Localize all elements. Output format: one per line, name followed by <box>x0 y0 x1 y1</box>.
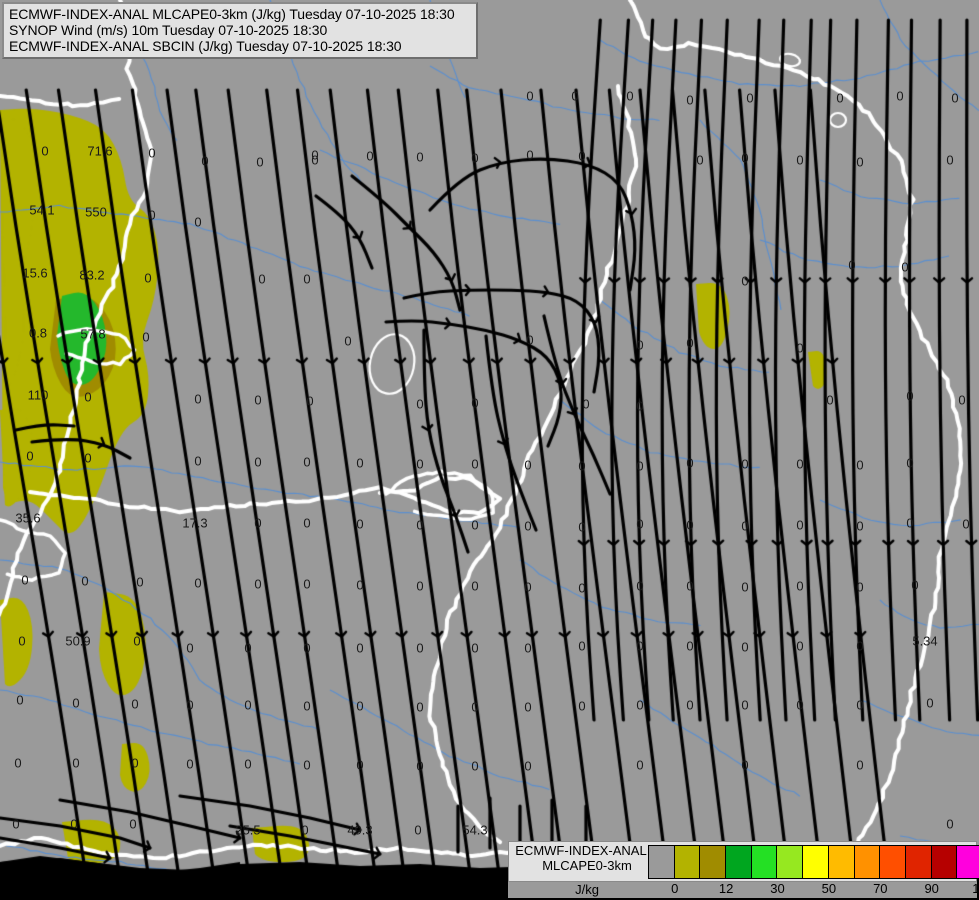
legend-swatch-1[interactable] <box>674 846 701 878</box>
map-title-box: ECMWF-INDEX-ANAL MLCAPE0-3km (J/kg) Tues… <box>2 2 478 59</box>
legend-swatch-8[interactable] <box>854 846 881 878</box>
colorbar-legend[interactable]: ECMWF-INDEX-ANAL MLCAPE0-3km J/kg 0 12 30 5… <box>508 841 979 898</box>
legend-swatch-2[interactable] <box>700 846 727 878</box>
title-line-wind: SYNOP Wind (m/s) 10m Tuesday 07-10-2025 … <box>9 22 328 38</box>
legend-swatch-6[interactable] <box>803 846 829 878</box>
legend-swatch-7[interactable] <box>828 846 855 878</box>
legend-tick-70: 70 <box>873 881 888 896</box>
legend-swatch-3[interactable] <box>726 846 752 878</box>
legend-title-line2: MLCAPE0-3km <box>542 858 632 873</box>
legend-swatch-11[interactable] <box>931 846 958 878</box>
legend-swatch-5[interactable] <box>777 846 804 878</box>
title-line-sbcin: ECMWF-INDEX-ANAL SBCIN (J/kg) Tuesday 07… <box>9 38 402 54</box>
title-line-mlcape: ECMWF-INDEX-ANAL MLCAPE0-3km (J/kg) Tues… <box>9 6 455 22</box>
legend-swatch-10[interactable] <box>905 846 932 878</box>
legend-swatch-9[interactable] <box>880 846 906 878</box>
legend-title: ECMWF-INDEX-ANAL MLCAPE0-3km <box>512 843 650 873</box>
legend-swatch-0[interactable] <box>649 846 675 878</box>
legend-swatch-12[interactable] <box>957 846 979 878</box>
legend-tick-50: 50 <box>821 881 837 896</box>
legend-swatch-4[interactable] <box>751 846 778 878</box>
legend-tick-30: 30 <box>770 881 785 896</box>
legend-color-swatches[interactable] <box>648 845 979 879</box>
legend-tick-120: 120 <box>972 881 979 896</box>
legend-tick-90: 90 <box>924 881 939 896</box>
legend-title-line1: ECMWF-INDEX-ANAL <box>515 843 647 858</box>
legend-units-label: J/kg <box>575 882 599 897</box>
legend-tick-0: 0 <box>671 881 679 896</box>
legend-lower-panel <box>508 882 977 898</box>
legend-tick-12: 12 <box>718 881 734 896</box>
